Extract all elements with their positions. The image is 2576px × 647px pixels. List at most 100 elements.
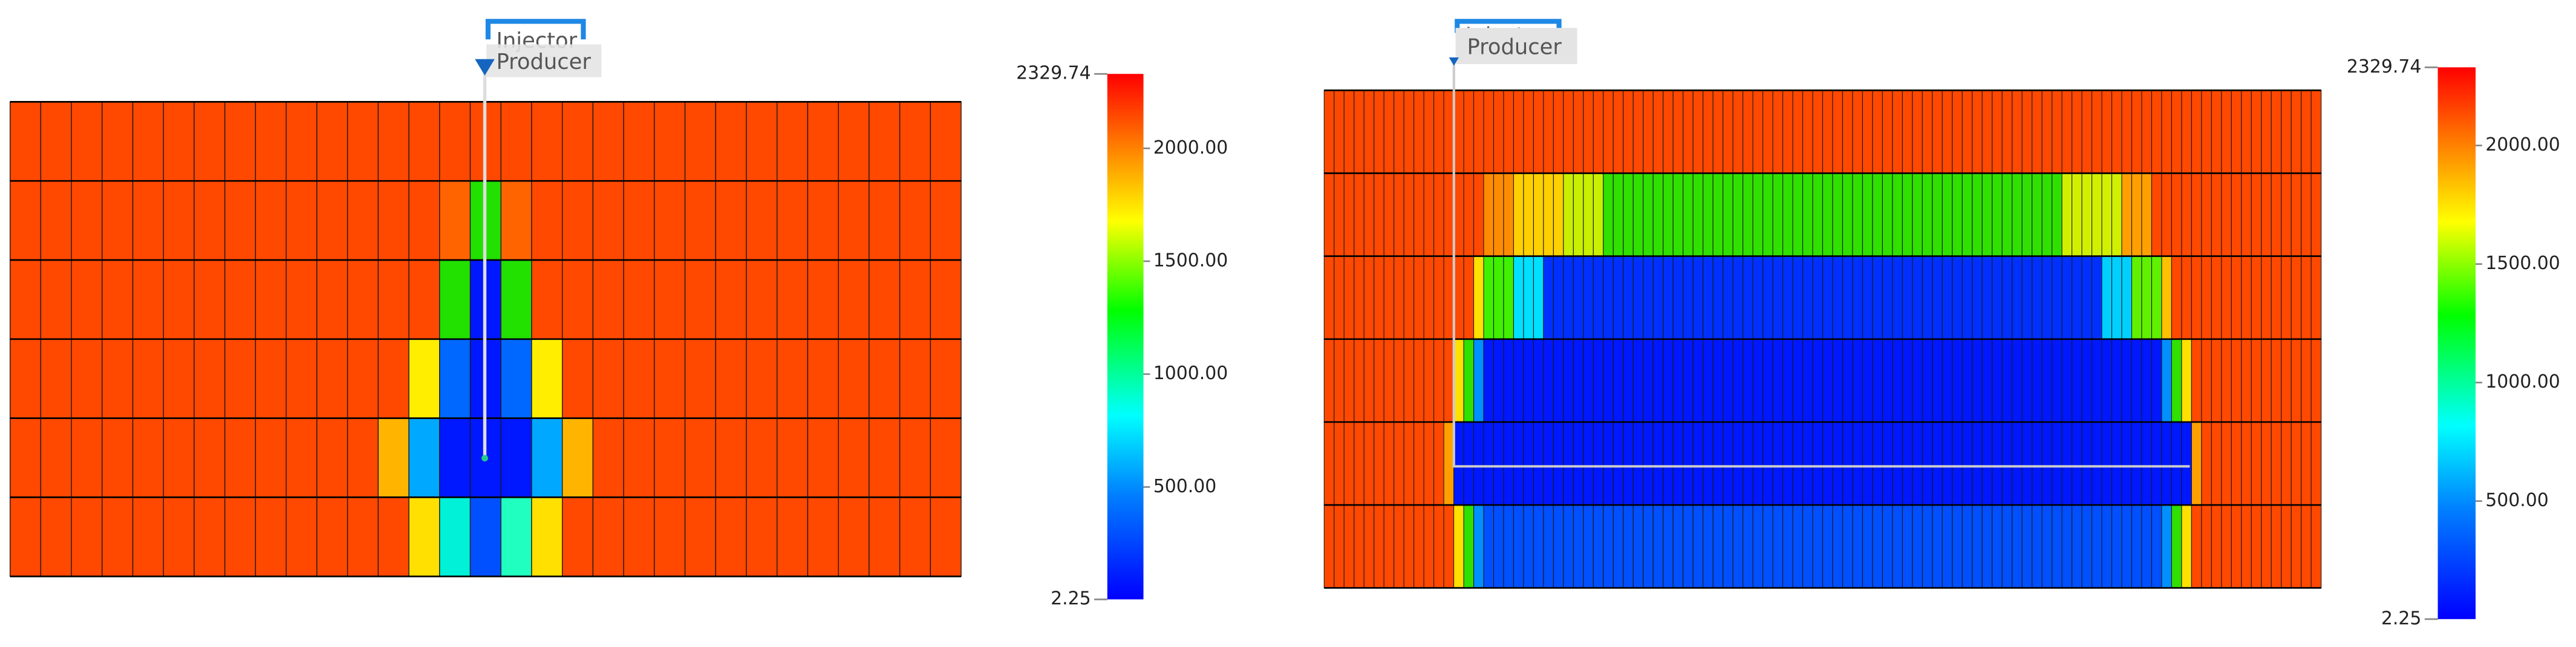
grid-cell [1573, 256, 1584, 340]
grid-cell [838, 101, 870, 181]
grid-cell [2012, 89, 2023, 174]
grid-cell [2241, 504, 2252, 588]
grid-cell [1992, 256, 2003, 340]
grid-cell [1473, 89, 1484, 174]
grid-cell [1593, 504, 1604, 588]
grid-cell [1403, 339, 1415, 423]
grid-cell [2310, 504, 2322, 588]
grid-cell [2291, 421, 2302, 506]
grid-cell [1732, 256, 1744, 340]
grid-cell [2251, 504, 2262, 588]
grid-cell [1961, 339, 1973, 423]
grid-cell [1354, 256, 1365, 340]
grid-cell [746, 101, 778, 181]
well-annotation: Injector Producer [475, 19, 602, 462]
grid-cell [2101, 504, 2113, 588]
colorbar-tick-label: 1500.00 [1153, 250, 1228, 271]
grid-cell [1623, 172, 1634, 257]
grid-cell [2181, 172, 2192, 257]
grid-cell [1692, 339, 1704, 423]
grid-cell [1723, 421, 1733, 506]
grid-cell [1922, 421, 1933, 506]
grid-cell [2211, 89, 2222, 174]
grid-cell [2111, 504, 2122, 588]
grid-cell [408, 339, 440, 419]
grid-cell [316, 417, 348, 498]
grid-cell [838, 180, 870, 261]
grid-cell [1603, 339, 1614, 423]
grid-cell [1493, 256, 1504, 340]
grid-cell [2111, 256, 2122, 340]
grid-cell [163, 496, 195, 577]
colorbar-tick-label: 2000.00 [1153, 137, 1228, 158]
grid-cell [1533, 504, 1544, 588]
grid-cell [2151, 172, 2162, 257]
grid-cell [1703, 89, 1714, 174]
grid-cell [1812, 256, 1824, 340]
grid-cell [1912, 504, 1923, 588]
grid-cell [2310, 89, 2322, 174]
grid-cell [1832, 256, 1843, 340]
grid-cell [1992, 504, 2003, 588]
grid-cell [869, 101, 901, 181]
grid-cell [684, 180, 716, 261]
label-box [1455, 28, 1577, 64]
grid-cell [1374, 172, 1384, 257]
grid-cell [1463, 421, 1475, 506]
grid-cell [347, 417, 379, 498]
grid-cell [1543, 504, 1554, 588]
grid-cell [1961, 256, 1973, 340]
grid-cell [1902, 172, 1913, 257]
colorbar-max: 2329.74 [1016, 63, 1091, 84]
grid-cell [930, 339, 962, 419]
grid-cell [1453, 256, 1464, 340]
grid-cell [1692, 89, 1704, 174]
grid-cell [377, 339, 409, 419]
grid-cell [2241, 421, 2252, 506]
grid-cell [102, 417, 134, 498]
grid-cell [2271, 421, 2282, 506]
grid-cell [1593, 339, 1604, 423]
grid-cell [2141, 89, 2153, 174]
grid-cell [1892, 89, 1903, 174]
grid-cell [1822, 421, 1833, 506]
grid-cell [1672, 421, 1684, 506]
grid-cell [1712, 504, 1724, 588]
grid-cell [408, 101, 440, 181]
grid-cell [2281, 256, 2292, 340]
grid-cell [1374, 339, 1384, 423]
grid-cell [2231, 339, 2242, 423]
grid-cell [347, 259, 379, 340]
grid-cell [531, 496, 563, 577]
grid-cell [1961, 504, 1973, 588]
grid-cell [531, 259, 563, 340]
grid-cell [746, 339, 778, 419]
grid-cell [1872, 89, 1883, 174]
grid-cell [2301, 504, 2312, 588]
grid-cell [777, 339, 809, 419]
grid-cell [1782, 256, 1793, 340]
grid-cell [1862, 256, 1873, 340]
grid-cell [408, 180, 440, 261]
grid-cell [1473, 504, 1484, 588]
grid-cell [1363, 256, 1375, 340]
grid-cell [2301, 421, 2312, 506]
grid-cell [654, 101, 686, 181]
grid-cell [1981, 504, 1993, 588]
grid-cell [2131, 89, 2142, 174]
grid-cell [1892, 172, 1903, 257]
grid-cell [1463, 172, 1475, 257]
grid-cell [1443, 89, 1455, 174]
grid-cell [1533, 339, 1544, 423]
grid-cell [1772, 504, 1784, 588]
grid-cell [439, 339, 471, 419]
grid-cell [2191, 339, 2202, 423]
grid-cell [1652, 89, 1664, 174]
grid-cell [1593, 256, 1604, 340]
grid-cell [1952, 421, 1963, 506]
grid-cell [2181, 421, 2192, 506]
grid-cell [2121, 339, 2133, 423]
grid-cell [1374, 504, 1384, 588]
grid-cell [746, 496, 778, 577]
grid-cell [1343, 172, 1355, 257]
